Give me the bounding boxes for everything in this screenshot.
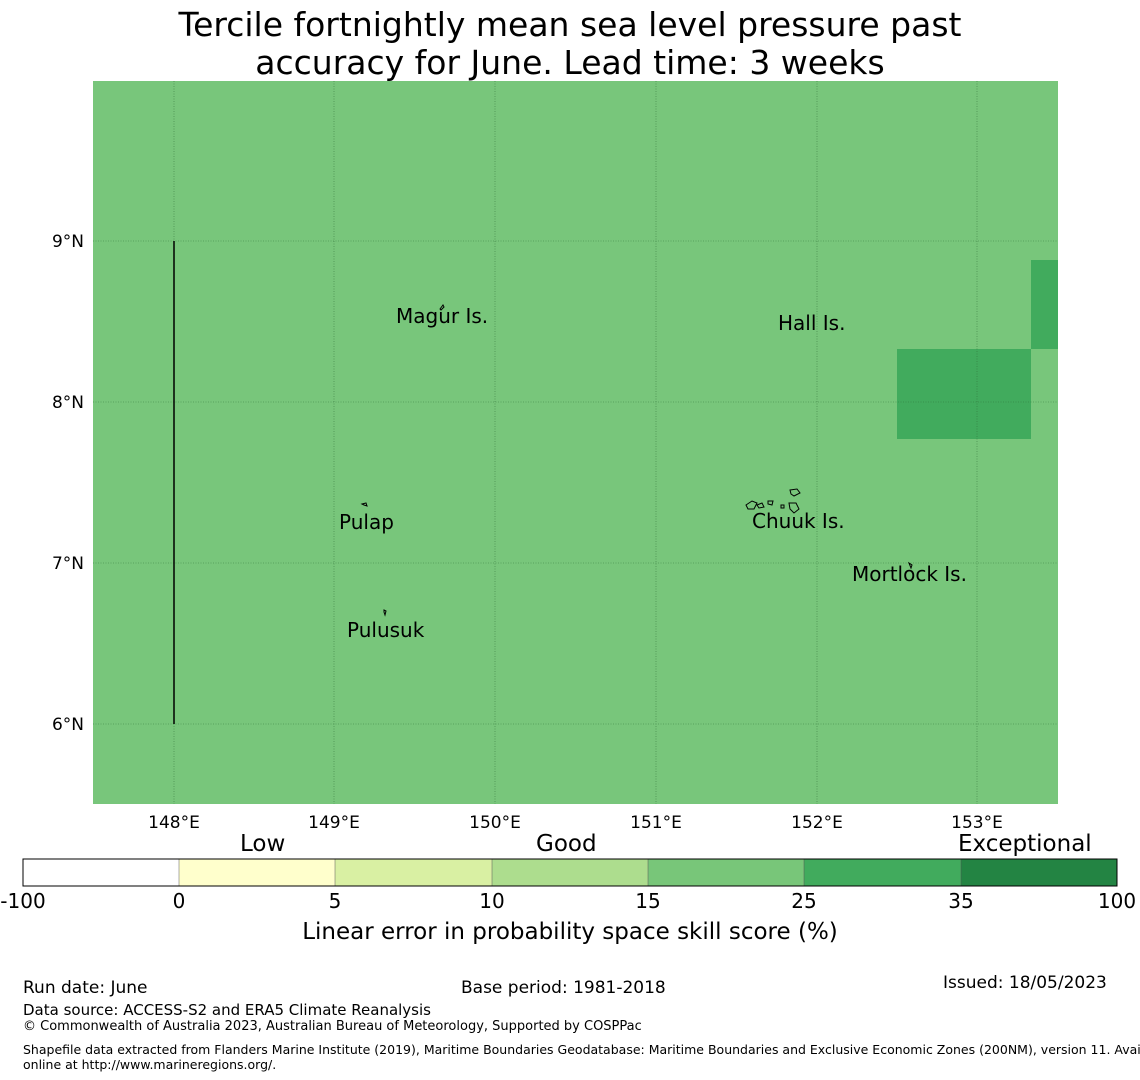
colorbar-tick: 100 — [1097, 889, 1137, 913]
colorbar-tick: 35 — [948, 889, 974, 913]
island-pulap — [360, 502, 368, 507]
colorbar-tick: 5 — [328, 889, 342, 913]
shapefile-credit-line-2: online at http://www.marineregions.org/. — [23, 1057, 277, 1072]
island-pulusuk — [383, 609, 387, 617]
lat-tick-label: 7°N — [52, 554, 84, 574]
lat-tick-label: 8°N — [52, 393, 84, 413]
map-area — [93, 81, 1058, 804]
place-label-pulap: Pulap — [339, 510, 394, 534]
place-label-hall: Hall Is. — [778, 311, 845, 335]
place-label-magur: Magur Is. — [396, 304, 488, 328]
colorbar — [22, 858, 1118, 887]
island-magur — [439, 304, 445, 311]
title-line-2: accuracy for June. Lead time: 3 weeks — [255, 43, 885, 82]
colorbar-segment — [492, 859, 648, 886]
colorbar-tick: -100 — [0, 889, 46, 913]
colorbar-segment — [23, 859, 179, 886]
lon-tick-label: 151°E — [630, 813, 682, 833]
lon-tick-label: 150°E — [469, 813, 521, 833]
colorbar-tick: 10 — [479, 889, 505, 913]
colorbar-tick: 15 — [635, 889, 661, 913]
colorbar-category-low: Low — [240, 831, 286, 857]
place-label-chuuk: Chuuk Is. — [752, 509, 845, 533]
island-chuuk-1 — [789, 488, 801, 497]
data-source: Data source: ACCESS-S2 and ERA5 Climate … — [23, 1001, 431, 1019]
gridlines — [93, 81, 1058, 804]
colorbar-segment — [804, 859, 961, 886]
lon-tick-label: 148°E — [148, 813, 200, 833]
island-chuuk-3 — [756, 502, 765, 509]
island-outlines — [360, 304, 913, 617]
island-chuuk-6 — [788, 502, 800, 514]
copyright-notice: © Commonwealth of Australia 2023, Austra… — [23, 1019, 642, 1034]
lon-tick-label: 153°E — [951, 813, 1003, 833]
colorbar-category-exceptional: Exceptional — [958, 831, 1092, 857]
island-chuuk-4 — [767, 500, 774, 506]
island-chuuk-5 — [780, 504, 785, 509]
colorbar-segment — [179, 859, 335, 886]
colorbar-frame — [22, 858, 1118, 887]
lat-tick-label: 9°N — [52, 232, 84, 252]
base-period: Base period: 1981-2018 — [461, 978, 666, 998]
place-label-pulusuk: Pulusuk — [347, 618, 425, 642]
run-date: Run date: June — [23, 978, 148, 998]
issued-date: Issued: 18/05/2023 — [943, 973, 1107, 993]
map-title: Tercile fortnightly mean sea level press… — [0, 6, 1140, 82]
lon-tick-label: 149°E — [308, 813, 360, 833]
island-mortlock — [907, 561, 913, 570]
skill-cell-high — [1031, 260, 1058, 349]
skill-cell-high — [897, 349, 1031, 439]
colorbar-label: Linear error in probability space skill … — [302, 919, 838, 945]
colorbar-segment — [335, 859, 492, 886]
lon-tick-label: 152°E — [791, 813, 843, 833]
colorbar-segment — [961, 859, 1117, 886]
place-label-mortlock: Mortlock Is. — [852, 562, 967, 586]
island-chuuk-2 — [745, 500, 758, 510]
lat-tick-label: 6°N — [52, 715, 84, 735]
title-line-1: Tercile fortnightly mean sea level press… — [178, 5, 962, 44]
colorbar-segment — [648, 859, 804, 886]
shapefile-credit-line-1: Shapefile data extracted from Flanders M… — [23, 1042, 1140, 1057]
colorbar-category-good: Good — [536, 831, 597, 857]
colorbar-tick: 0 — [172, 889, 186, 913]
colorbar-tick: 25 — [791, 889, 817, 913]
